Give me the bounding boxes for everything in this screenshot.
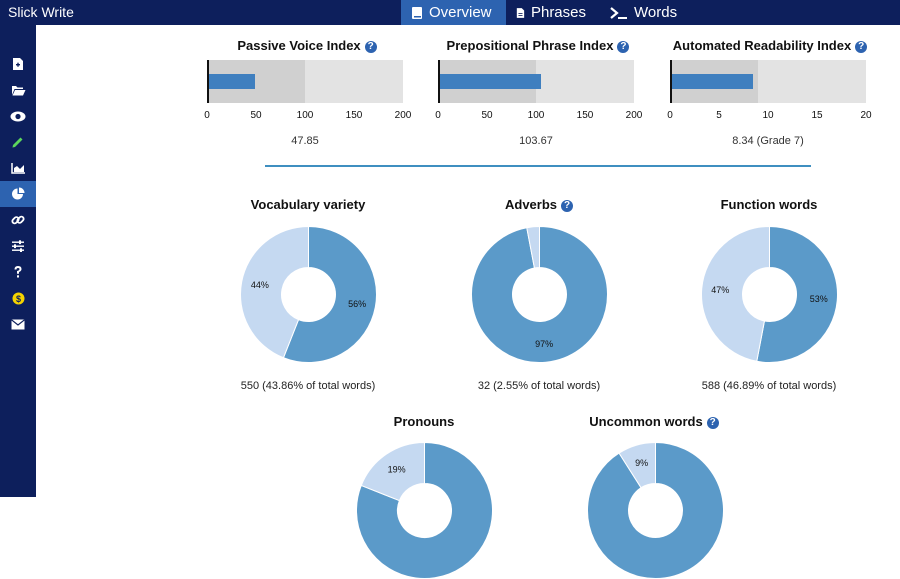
- new-document-icon: [13, 58, 23, 70]
- book-icon: [412, 6, 422, 19]
- folder-open-icon: [11, 86, 25, 96]
- donut-slice: [618, 441, 656, 489]
- tick-label: 100: [296, 110, 314, 121]
- adverbs-caption: 32 (2.55% of total words): [477, 380, 601, 392]
- help-icon[interactable]: ?: [855, 41, 868, 53]
- tab-overview-label: Overview: [429, 4, 492, 21]
- pronouns-donut: 19%: [356, 441, 493, 579]
- tick-label: 0: [435, 110, 441, 121]
- vocabulary-variety-caption: 550 (43.86% of total words): [240, 380, 376, 392]
- vocabulary-variety-donut: 56% 44%: [240, 225, 377, 363]
- function-words-donut: 53% 47%: [700, 225, 838, 363]
- zero-marker: [438, 60, 440, 103]
- sidebar: $: [0, 25, 36, 497]
- sidebar-item-overview[interactable]: [0, 181, 36, 207]
- link-icon: [11, 215, 25, 225]
- donut-slice: [526, 225, 540, 269]
- tick-label: 150: [576, 110, 594, 121]
- slice-label: 97%: [535, 339, 553, 349]
- adverbs-donut: 97%: [471, 225, 608, 363]
- sidebar-item-contact[interactable]: [0, 311, 36, 337]
- question-icon: [14, 266, 22, 278]
- dollar-icon: $: [12, 292, 24, 304]
- pronouns-title: Pronouns: [393, 414, 455, 429]
- zero-marker: [670, 60, 672, 103]
- section-divider: [265, 165, 811, 167]
- donut-slice: [471, 225, 608, 363]
- sidebar-item-view[interactable]: [0, 103, 36, 129]
- pie-chart-icon: [12, 187, 25, 200]
- uncommon-words-title: Uncommon words?: [564, 414, 744, 429]
- tick-label: 50: [481, 110, 493, 121]
- index-value: 103.67: [519, 135, 553, 147]
- slice-label: 47%: [711, 285, 729, 295]
- tick-label: 20: [860, 110, 872, 121]
- donut-slice: [700, 225, 770, 362]
- donut-slice: [240, 225, 309, 359]
- tab-words[interactable]: Words: [600, 0, 690, 25]
- index-title: Passive Voice Index: [237, 38, 361, 53]
- value-bar: [671, 74, 753, 89]
- zero-marker: [207, 60, 209, 103]
- index-title: Automated Readability Index: [672, 38, 852, 53]
- slice-label: 19%: [388, 465, 406, 475]
- adverbs-title: Adverbs?: [449, 197, 629, 212]
- eye-icon: [10, 111, 26, 121]
- vocabulary-variety-title: Vocabulary variety: [250, 197, 366, 212]
- tick-label: 0: [667, 110, 673, 121]
- tab-words-label: Words: [634, 4, 678, 21]
- slice-label: 56%: [348, 299, 366, 309]
- document-icon: [516, 7, 525, 18]
- help-icon[interactable]: ?: [706, 417, 719, 429]
- tick-label: 200: [625, 110, 643, 121]
- tick-label: 0: [204, 110, 210, 121]
- sidebar-item-link[interactable]: [0, 207, 36, 233]
- envelope-icon: [11, 318, 25, 329]
- value-bar: [208, 74, 255, 89]
- function-words-caption: 588 (46.89% of total words): [701, 380, 837, 392]
- bullet-bar: [438, 60, 634, 103]
- sidebar-item-open[interactable]: [0, 77, 36, 103]
- donut-slice: [360, 441, 425, 502]
- value-bar: [439, 74, 541, 89]
- tick-label: 150: [345, 110, 363, 121]
- tick-label: 200: [394, 110, 412, 121]
- bullet-bar: [207, 60, 403, 103]
- sidebar-item-help[interactable]: [0, 259, 36, 285]
- tick-label: 15: [811, 110, 823, 121]
- sidebar-item-edit[interactable]: [0, 129, 36, 155]
- tab-overview[interactable]: Overview: [401, 0, 506, 25]
- bullet-bar: [670, 60, 866, 103]
- area-chart-icon: [10, 163, 25, 174]
- help-icon[interactable]: ?: [561, 200, 574, 212]
- top-bar: Slick Write Overview Phrases Words: [0, 0, 900, 25]
- uncommon-words-donut: 9%: [587, 441, 724, 579]
- sidebar-item-stats[interactable]: [0, 155, 36, 181]
- help-icon[interactable]: ?: [617, 41, 630, 53]
- sidebar-item-donate[interactable]: $: [0, 285, 36, 311]
- tick-label: 10: [762, 110, 774, 121]
- index-value: 8.34 (Grade 7): [732, 135, 804, 147]
- donut-slice: [756, 225, 838, 363]
- function-words-title: Function words: [720, 197, 818, 212]
- slice-label: 53%: [810, 294, 828, 304]
- tab-phrases[interactable]: Phrases: [506, 0, 596, 25]
- index-value: 47.85: [291, 135, 319, 147]
- help-icon[interactable]: ?: [364, 41, 377, 53]
- donut-slice: [282, 225, 377, 363]
- terminal-icon: [610, 6, 627, 19]
- sidebar-item-new[interactable]: [0, 51, 36, 77]
- tick-label: 100: [527, 110, 545, 121]
- app-title: Slick Write: [8, 4, 74, 20]
- tick-label: 5: [716, 110, 722, 121]
- svg-text:$: $: [15, 294, 20, 304]
- tab-phrases-label: Phrases: [530, 4, 586, 21]
- slice-label: 9%: [635, 458, 648, 468]
- sidebar-item-settings[interactable]: [0, 233, 36, 259]
- pencil-icon: [12, 137, 23, 148]
- sliders-icon: [12, 240, 24, 252]
- index-title: Prepositional Phrase Index: [446, 38, 614, 53]
- slice-label: 44%: [251, 280, 269, 290]
- tick-label: 50: [250, 110, 262, 121]
